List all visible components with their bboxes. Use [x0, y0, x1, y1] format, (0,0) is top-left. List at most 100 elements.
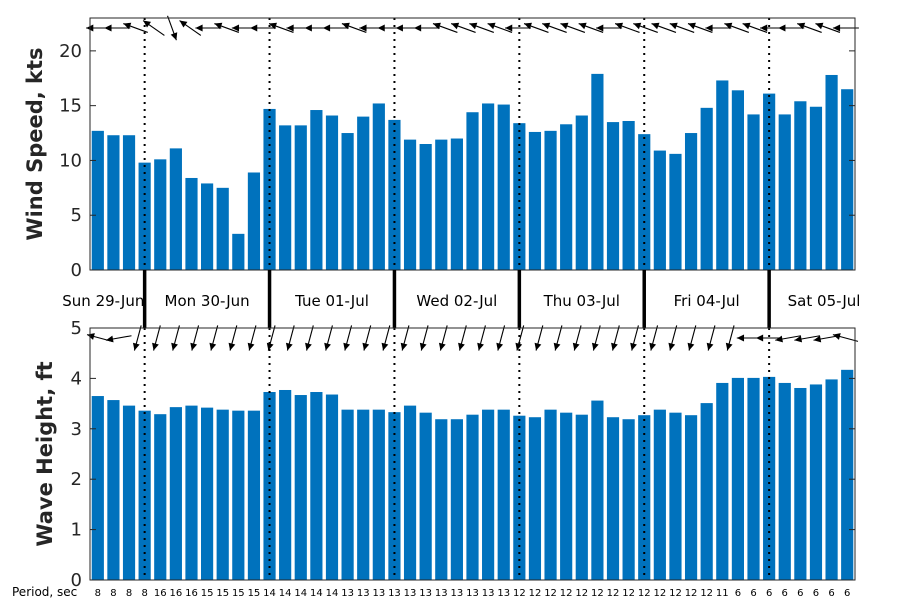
wave-day-separators — [143, 328, 771, 580]
wave-bar — [216, 409, 229, 580]
period-value: 12 — [622, 588, 635, 599]
wind-bar — [341, 133, 354, 270]
wind-direction-arrow — [432, 22, 458, 33]
period-value: 12 — [544, 588, 557, 599]
wave-direction-arrow — [362, 325, 372, 351]
wave-bar — [560, 412, 573, 580]
wind-bar — [403, 139, 417, 270]
wind-direction-arrow — [669, 22, 695, 33]
wave-direction-arrow — [496, 325, 506, 351]
wind-bar — [107, 135, 120, 270]
wave-direction-arrow — [611, 325, 620, 351]
wave-bar — [700, 403, 713, 580]
period-value: 13 — [388, 588, 401, 599]
wind-direction-arrow — [195, 24, 222, 32]
wave-direction-arrow — [152, 325, 161, 351]
wave-tick-label: 0 — [71, 570, 82, 591]
wave-bar — [185, 405, 198, 580]
wind-bar — [232, 233, 245, 270]
wind-bar — [216, 187, 229, 270]
wind-bar — [591, 73, 604, 270]
period-value: 16 — [185, 588, 198, 599]
wave-bar — [247, 410, 261, 580]
wind-bar — [606, 122, 620, 270]
wind-direction-arrow — [614, 22, 640, 33]
wave-direction-arrow — [285, 325, 295, 351]
wave-direction-arrow — [171, 325, 180, 351]
period-value: 12 — [575, 588, 588, 599]
period-row: Period, sec 8 8 8 8 16 16 16 15 15 15 15 14 14 14 14 14… — [12, 585, 850, 599]
wind-direction-arrow — [523, 22, 549, 33]
wave-bar — [263, 392, 276, 580]
wind-direction-arrow — [705, 24, 732, 32]
wave-bar — [403, 405, 417, 580]
wave-bar — [653, 409, 666, 580]
wind-bar — [91, 130, 104, 270]
wind-bar — [310, 110, 323, 270]
period-value: 12 — [700, 588, 713, 599]
period-value: 6 — [797, 588, 803, 599]
period-value: 11 — [716, 588, 729, 599]
wave-direction-arrow — [755, 334, 782, 342]
wave-bar — [294, 395, 307, 580]
period-value: 14 — [310, 588, 323, 599]
period-value: 13 — [341, 588, 354, 599]
wind-direction-arrow — [742, 22, 768, 33]
wave-direction-arrow — [305, 325, 314, 351]
wind-direction-arrow — [123, 22, 148, 33]
wave-bar — [669, 412, 682, 580]
wave-bar — [107, 400, 120, 580]
wave-direction-arrow — [132, 325, 142, 351]
wind-direction-arrow — [469, 22, 495, 33]
wind-bar — [653, 150, 666, 270]
wind-direction-arrow — [560, 22, 586, 33]
wind-direction-arrow — [778, 24, 805, 32]
wind-direction-arrow — [596, 24, 623, 32]
wind-direction-arrow — [167, 15, 178, 41]
wind-bar — [419, 144, 432, 270]
period-value: 12 — [685, 588, 698, 599]
wind-direction-arrows — [86, 15, 859, 41]
period-value: 12 — [560, 588, 573, 599]
wave-axes-box — [89, 327, 856, 581]
period-value: 16 — [170, 588, 183, 599]
wind-bar — [622, 120, 635, 271]
wind-direction-arrow — [104, 24, 131, 32]
wave-tick-label: 5 — [71, 318, 82, 339]
wind-bar — [482, 103, 495, 271]
wave-direction-arrow — [400, 325, 410, 351]
wind-direction-arrow — [142, 20, 165, 36]
wind-y-axis-ticks: 0 5 10 15 20 — [59, 41, 855, 281]
wind-bar — [466, 112, 479, 270]
period-value: 13 — [357, 588, 370, 599]
day-label: Tue 01-Jul — [294, 292, 369, 310]
wave-bar — [606, 417, 620, 580]
period-value: 6 — [735, 588, 741, 599]
period-value: 12 — [529, 588, 542, 599]
wave-direction-arrow — [572, 325, 582, 351]
period-value: 15 — [248, 588, 261, 599]
day-label: Sat 05-Jul — [788, 292, 861, 310]
wave-bar — [201, 407, 214, 580]
wind-bar — [778, 114, 791, 270]
wind-speed-panel: 0 5 10 15 20 Wind Speed, kts — [23, 15, 859, 281]
wind-bar — [294, 125, 307, 271]
period-value: 14 — [294, 588, 307, 599]
wind-direction-arrow — [268, 22, 294, 33]
wind-direction-arrow — [322, 24, 349, 32]
day-label: Mon 30-Jun — [165, 292, 250, 310]
period-value: 8 — [126, 588, 132, 599]
wave-bar — [466, 414, 479, 580]
wave-tick-label: 3 — [71, 419, 82, 440]
wind-bar — [154, 159, 167, 270]
wave-bar — [357, 409, 370, 580]
wind-bar — [794, 101, 807, 271]
wave-direction-arrow — [190, 325, 200, 351]
wind-bar — [528, 131, 542, 270]
wind-direction-arrow — [214, 22, 240, 33]
wind-tick-label: 10 — [59, 150, 82, 171]
wind-direction-arrow — [687, 22, 713, 33]
wave-bar — [794, 387, 807, 580]
wave-bar — [731, 377, 744, 580]
wave-direction-arrow — [209, 325, 219, 351]
